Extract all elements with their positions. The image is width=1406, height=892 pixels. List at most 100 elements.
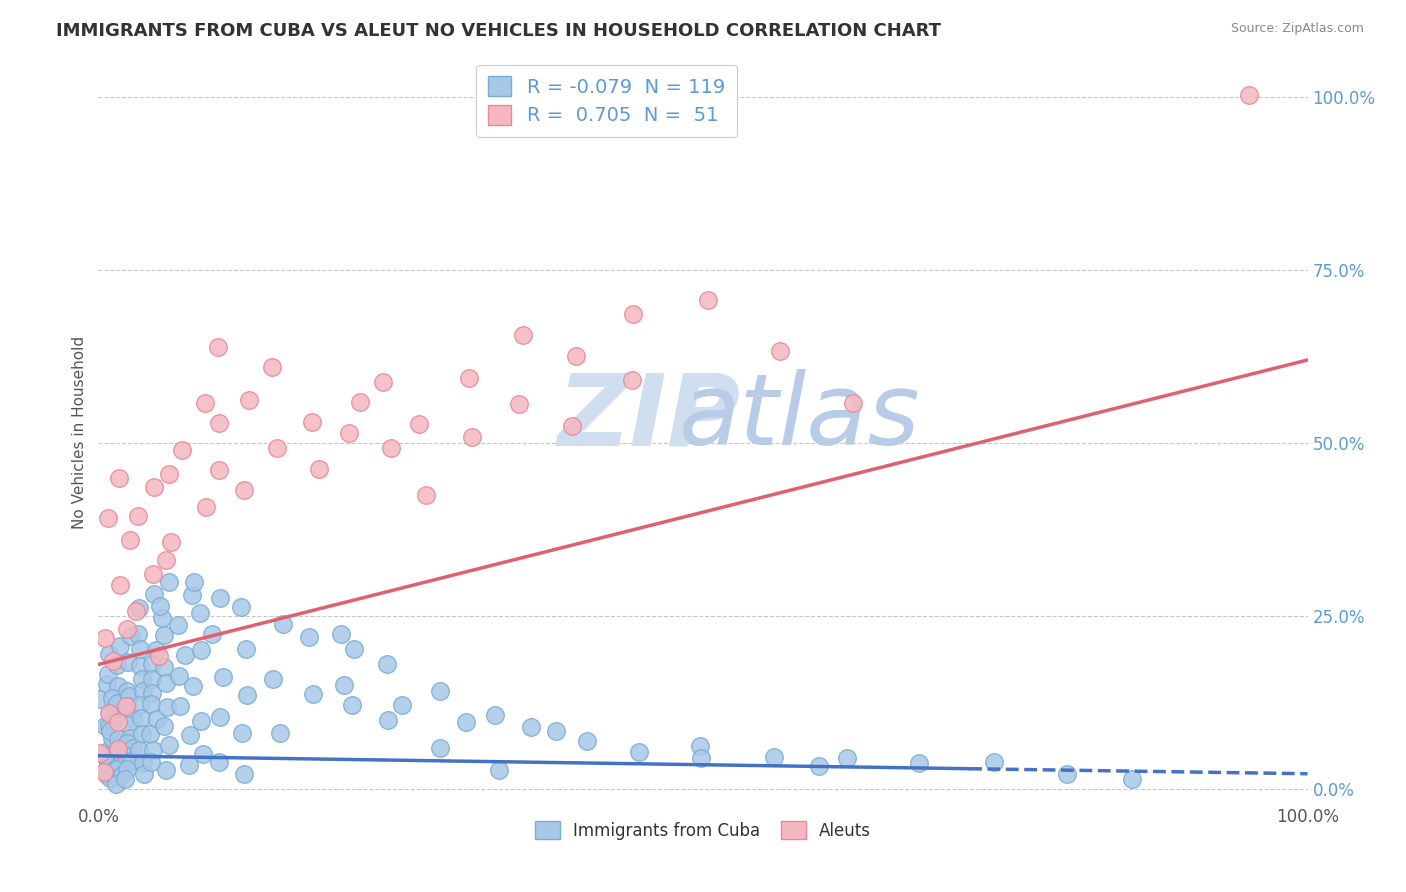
Point xyxy=(114,772,136,786)
Point xyxy=(132,756,155,770)
Point xyxy=(104,776,127,790)
Point xyxy=(131,672,153,686)
Point xyxy=(1121,772,1143,786)
Point xyxy=(208,416,231,430)
Point xyxy=(97,755,120,769)
Point xyxy=(546,724,568,739)
Point xyxy=(377,713,399,727)
Point xyxy=(195,500,218,515)
Point xyxy=(337,426,360,441)
Point xyxy=(308,462,330,476)
Point xyxy=(98,707,121,722)
Point xyxy=(117,736,139,750)
Point xyxy=(105,696,128,710)
Point xyxy=(120,754,142,768)
Point xyxy=(201,627,224,641)
Point xyxy=(142,587,165,601)
Point xyxy=(107,742,129,756)
Point xyxy=(157,467,180,481)
Point xyxy=(564,350,586,364)
Point xyxy=(107,679,129,693)
Point xyxy=(118,690,141,704)
Point xyxy=(172,443,194,458)
Point xyxy=(150,611,173,625)
Point xyxy=(190,606,212,620)
Point xyxy=(842,395,865,409)
Point xyxy=(111,708,134,723)
Point xyxy=(101,691,124,706)
Point xyxy=(155,675,177,690)
Point xyxy=(93,765,115,780)
Point xyxy=(621,373,644,387)
Point xyxy=(212,670,235,684)
Point xyxy=(128,743,150,757)
Point xyxy=(155,764,177,778)
Point xyxy=(174,648,197,662)
Point xyxy=(808,759,831,773)
Point xyxy=(127,627,149,641)
Point xyxy=(160,534,183,549)
Point xyxy=(183,575,205,590)
Point xyxy=(208,756,231,770)
Point xyxy=(231,726,253,740)
Point xyxy=(349,395,371,409)
Point xyxy=(232,767,254,781)
Point xyxy=(391,698,413,712)
Point xyxy=(87,692,110,706)
Point xyxy=(269,725,291,739)
Point xyxy=(127,509,149,524)
Point xyxy=(139,698,162,712)
Point xyxy=(456,714,478,729)
Point xyxy=(115,699,138,714)
Point xyxy=(229,600,252,615)
Point xyxy=(519,720,541,734)
Point xyxy=(157,738,180,752)
Point xyxy=(301,687,323,701)
Point xyxy=(110,745,132,759)
Point xyxy=(209,710,232,724)
Point xyxy=(97,510,120,524)
Point xyxy=(120,731,142,746)
Point xyxy=(236,688,259,702)
Point xyxy=(690,751,713,765)
Point xyxy=(621,307,644,321)
Point xyxy=(125,604,148,618)
Point xyxy=(908,756,931,771)
Point xyxy=(148,648,170,663)
Point xyxy=(142,566,165,581)
Point xyxy=(98,647,121,661)
Point xyxy=(108,578,131,592)
Point xyxy=(181,588,204,602)
Point xyxy=(141,742,163,756)
Point xyxy=(114,698,136,713)
Point xyxy=(107,732,129,747)
Point xyxy=(238,393,260,408)
Point xyxy=(697,293,720,307)
Point xyxy=(508,397,530,411)
Point xyxy=(153,719,176,733)
Point xyxy=(93,747,115,762)
Point xyxy=(429,684,451,698)
Point xyxy=(233,483,256,498)
Point xyxy=(191,747,214,761)
Point xyxy=(141,672,163,686)
Point xyxy=(266,441,288,455)
Point xyxy=(155,700,177,714)
Point xyxy=(375,657,398,671)
Point xyxy=(689,739,711,754)
Point xyxy=(371,375,394,389)
Point xyxy=(458,371,481,385)
Point xyxy=(157,575,180,590)
Point xyxy=(169,669,191,683)
Point xyxy=(98,743,121,757)
Point xyxy=(166,618,188,632)
Point xyxy=(97,758,120,772)
Point xyxy=(110,640,132,654)
Point xyxy=(132,684,155,698)
Point xyxy=(131,727,153,741)
Point xyxy=(1056,766,1078,780)
Point xyxy=(94,719,117,733)
Point xyxy=(120,629,142,643)
Point xyxy=(129,711,152,725)
Point xyxy=(105,657,128,672)
